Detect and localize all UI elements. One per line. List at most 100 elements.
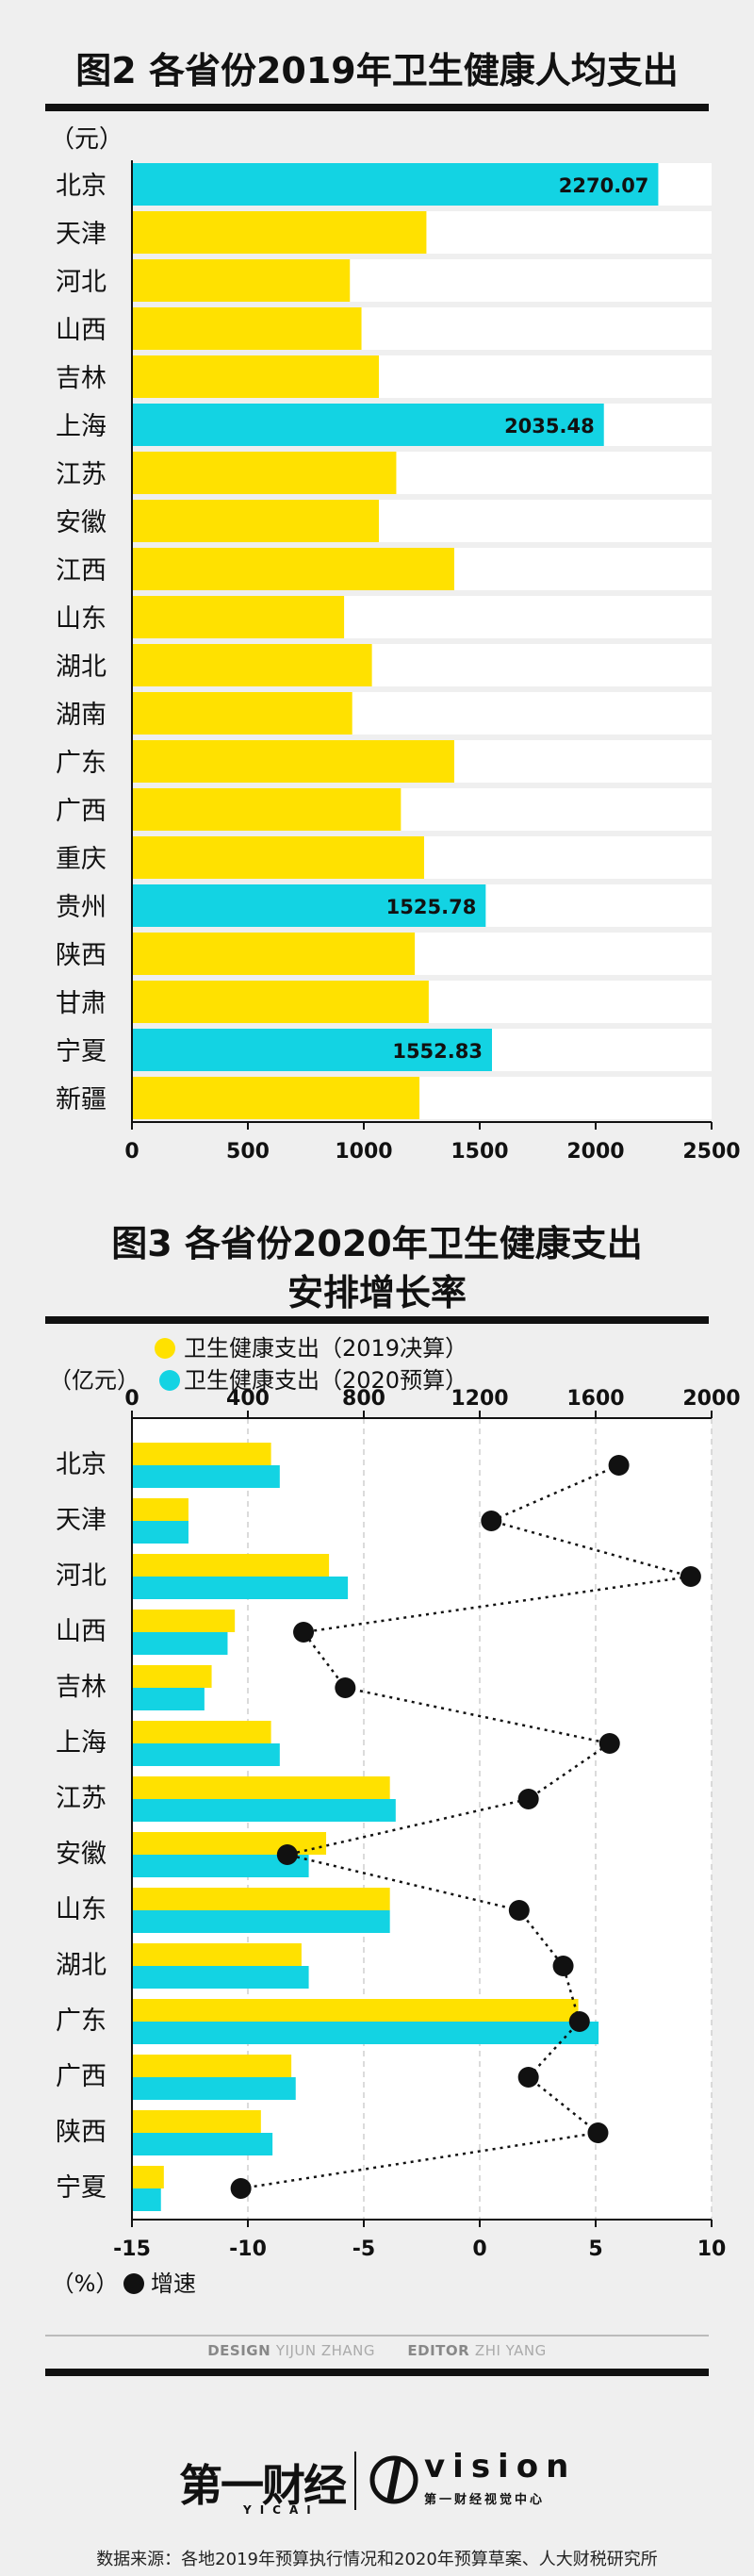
growth-point-湖北 (552, 1956, 574, 1976)
bar-吉林-2019 (132, 1665, 212, 1688)
category-label: 广西 (56, 797, 107, 826)
category-label: 天津 (56, 220, 107, 249)
category-label: 重庆 (56, 845, 107, 874)
bar-宁夏-2019 (132, 2166, 164, 2188)
growth-point-广西 (517, 2067, 539, 2088)
top-tick-label: 1600 (566, 1387, 624, 1411)
top-tick-label: 2000 (682, 1387, 740, 1411)
category-label: 安徽 (56, 1840, 107, 1869)
category-label: 广东 (56, 2006, 107, 2036)
vision-subtitle: 第一财经视觉中心 (424, 2493, 546, 2507)
category-label: 河北 (56, 268, 107, 297)
legend-marker (159, 1370, 180, 1391)
x-tick-label: 2500 (682, 1140, 740, 1164)
category-label: 河北 (56, 1561, 107, 1591)
category-label: 陕西 (56, 2118, 107, 2147)
category-label: 甘肃 (56, 989, 107, 1018)
bottom-tick-label: 10 (697, 2237, 727, 2261)
bar-吉林-2020 (132, 1688, 205, 1710)
bar-湖北-2020 (132, 1966, 309, 1989)
bottom-tick-label: 0 (472, 2237, 486, 2261)
chart1-unit: （元） (50, 125, 123, 154)
category-label: 宁夏 (56, 1037, 107, 1066)
yicai-logo: 第一财经 (179, 2460, 347, 2511)
category-label: 安徽 (56, 508, 107, 537)
bar-天津-2020 (132, 1521, 188, 1544)
x-tick-label: 0 (124, 1140, 139, 1164)
growth-point-河北 (680, 1566, 701, 1587)
bar-上海-2019 (132, 1721, 271, 1743)
bar-新疆 (132, 1077, 420, 1119)
bar-山西-2019 (132, 1610, 236, 1632)
bottom-tick-label: -5 (352, 2237, 375, 2261)
title-rule (45, 104, 709, 111)
chart2-title-line2: 安排增长率 (287, 1272, 467, 1313)
category-label: 山东 (56, 1895, 107, 1924)
bar-天津 (132, 211, 427, 254)
bottom-tick-label: 5 (588, 2237, 602, 2261)
chart2-plot: 卫生健康支出（2019决算）卫生健康支出（2020预算）（亿元）0 400 800 1… (49, 1335, 741, 2297)
bar-江苏 (132, 452, 397, 494)
bar-江苏-2020 (132, 1799, 396, 1822)
chart2-unit-top: （亿元） (49, 1367, 139, 1394)
chart2-title-line1: 图3 各省份2020年卫生健康支出 (111, 1223, 643, 1264)
bar-广东 (132, 740, 454, 783)
category-label: 宁夏 (56, 2173, 107, 2203)
growth-point-上海 (598, 1733, 620, 1754)
category-label: 陕西 (56, 941, 107, 970)
growth-line (240, 1463, 692, 2190)
category-label: 广西 (56, 2062, 107, 2091)
data-source: 数据来源：各地2019年预算执行情况和2020年预算草案、人大财税研究所 (96, 2550, 658, 2569)
editor-label: EDITOR (407, 2342, 470, 2359)
bar-江西 (132, 548, 454, 590)
bar-山东-2020 (132, 1910, 390, 1933)
credits-divider (45, 2335, 709, 2337)
bar-重庆 (132, 836, 424, 879)
growth-point-吉林 (335, 1677, 356, 1698)
design-label: DESIGN (207, 2342, 271, 2359)
category-label: 吉林 (56, 364, 107, 393)
chart2-unit-bottom: （%） (52, 2271, 119, 2297)
bar-广东-2019 (132, 1999, 579, 2022)
growth-point-广东 (568, 2011, 590, 2032)
top-tick-label: 1200 (451, 1387, 508, 1411)
category-label: 湖北 (56, 652, 107, 682)
category-label: 山西 (56, 316, 107, 345)
category-label: 山西 (56, 1617, 107, 1646)
growth-point-陕西 (587, 2122, 609, 2143)
bar-山东 (132, 596, 345, 638)
growth-point-天津 (481, 1511, 502, 1531)
bar-山东-2019 (132, 1888, 390, 1910)
bar-山西-2020 (132, 1632, 228, 1655)
bar-上海-2020 (132, 1743, 280, 1766)
category-label: 上海 (56, 1728, 107, 1758)
bottom-tick-label: -15 (113, 2237, 151, 2261)
bar-吉林 (132, 355, 379, 398)
vision-logo-icon (369, 2455, 418, 2504)
bar-山西 (132, 307, 362, 350)
legend-entry-growth: 增速 (151, 2271, 196, 2297)
x-tick-label: 1000 (335, 1140, 392, 1164)
x-tick-label: 2000 (566, 1140, 624, 1164)
designer-name: YIJUN ZHANG (275, 2342, 376, 2359)
bar-湖南 (132, 692, 352, 735)
bar-广西 (132, 788, 402, 831)
category-label: 北京 (56, 1450, 107, 1479)
top-tick-label: 400 (226, 1387, 270, 1411)
yicai-logo-en: YICAI (243, 2503, 320, 2517)
data-label: 1552.83 (392, 1040, 483, 1063)
bar-湖北 (132, 644, 372, 686)
bar-广东-2020 (132, 2022, 599, 2044)
editor-name: ZHI YANG (474, 2342, 547, 2359)
bar-湖北-2019 (132, 1943, 302, 1966)
growth-point-江苏 (517, 1789, 539, 1809)
growth-point-北京 (608, 1455, 630, 1476)
data-label: 2035.48 (504, 415, 595, 438)
category-label: 湖北 (56, 1951, 107, 1980)
bar-河北 (132, 259, 351, 302)
legend-entry: 卫生健康支出（2020预算） (184, 1367, 467, 1394)
bar-江苏-2019 (132, 1776, 390, 1799)
category-label: 上海 (56, 412, 107, 441)
chart1-title: 图2 各省份2019年卫生健康人均支出 (75, 50, 679, 91)
